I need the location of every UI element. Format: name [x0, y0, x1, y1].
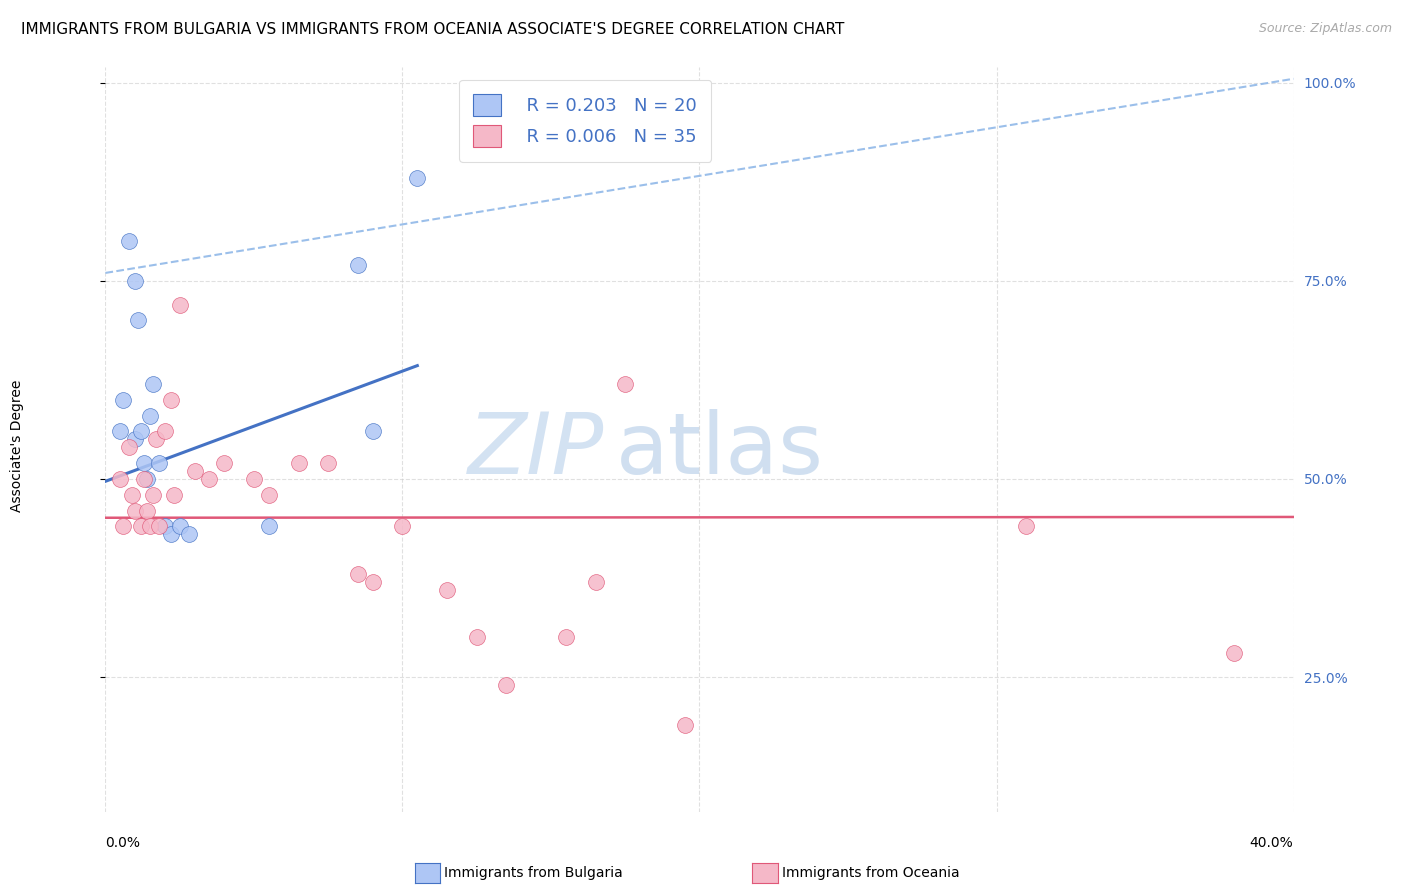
Point — [361, 425, 384, 439]
Point — [132, 472, 155, 486]
Point — [495, 678, 517, 692]
Text: Immigrants from Bulgaria: Immigrants from Bulgaria — [444, 866, 623, 880]
Point — [159, 527, 181, 541]
Text: 0.0%: 0.0% — [105, 837, 141, 850]
Point — [124, 274, 146, 288]
Legend:   R = 0.203   N = 20,   R = 0.006   N = 35: R = 0.203 N = 20, R = 0.006 N = 35 — [458, 79, 711, 161]
Point — [139, 409, 162, 423]
Point — [136, 503, 159, 517]
Point — [177, 527, 200, 541]
Point — [136, 472, 159, 486]
Point — [142, 488, 165, 502]
Point — [110, 425, 132, 439]
Point — [159, 392, 181, 407]
Point — [112, 519, 135, 533]
Point — [465, 631, 488, 645]
Point — [169, 519, 191, 533]
Point — [112, 392, 135, 407]
Point — [214, 456, 236, 470]
Point — [436, 582, 458, 597]
Point — [347, 567, 370, 582]
Point — [132, 456, 155, 470]
Point — [614, 376, 637, 391]
Point — [145, 433, 167, 447]
Point — [198, 472, 221, 486]
Point — [153, 519, 176, 533]
Point — [287, 456, 309, 470]
Point — [142, 376, 165, 391]
Point — [110, 472, 132, 486]
Point — [316, 456, 339, 470]
Point — [257, 488, 280, 502]
Point — [1223, 646, 1246, 660]
Point — [1015, 519, 1038, 533]
Point — [153, 425, 176, 439]
Point — [127, 313, 149, 327]
Point — [118, 234, 141, 248]
Point — [139, 519, 162, 533]
Text: ZIP: ZIP — [468, 409, 605, 492]
Point — [148, 456, 170, 470]
Point — [361, 574, 384, 589]
Point — [243, 472, 266, 486]
Text: IMMIGRANTS FROM BULGARIA VS IMMIGRANTS FROM OCEANIA ASSOCIATE'S DEGREE CORRELATI: IMMIGRANTS FROM BULGARIA VS IMMIGRANTS F… — [21, 22, 845, 37]
Point — [121, 488, 143, 502]
Point — [124, 433, 146, 447]
Point — [391, 519, 413, 533]
Point — [124, 503, 146, 517]
Point — [257, 519, 280, 533]
Point — [148, 519, 170, 533]
Point — [129, 425, 152, 439]
Point — [118, 440, 141, 454]
Text: 40.0%: 40.0% — [1250, 837, 1294, 850]
Text: Source: ZipAtlas.com: Source: ZipAtlas.com — [1258, 22, 1392, 36]
Text: Associate's Degree: Associate's Degree — [10, 380, 24, 512]
Text: atlas: atlas — [616, 409, 824, 492]
Point — [169, 297, 191, 311]
Point — [585, 574, 607, 589]
Point — [163, 488, 186, 502]
Point — [406, 170, 429, 185]
Text: Immigrants from Oceania: Immigrants from Oceania — [782, 866, 959, 880]
Point — [554, 631, 576, 645]
Point — [183, 464, 205, 478]
Point — [347, 258, 370, 272]
Point — [129, 519, 152, 533]
Point — [673, 717, 696, 731]
